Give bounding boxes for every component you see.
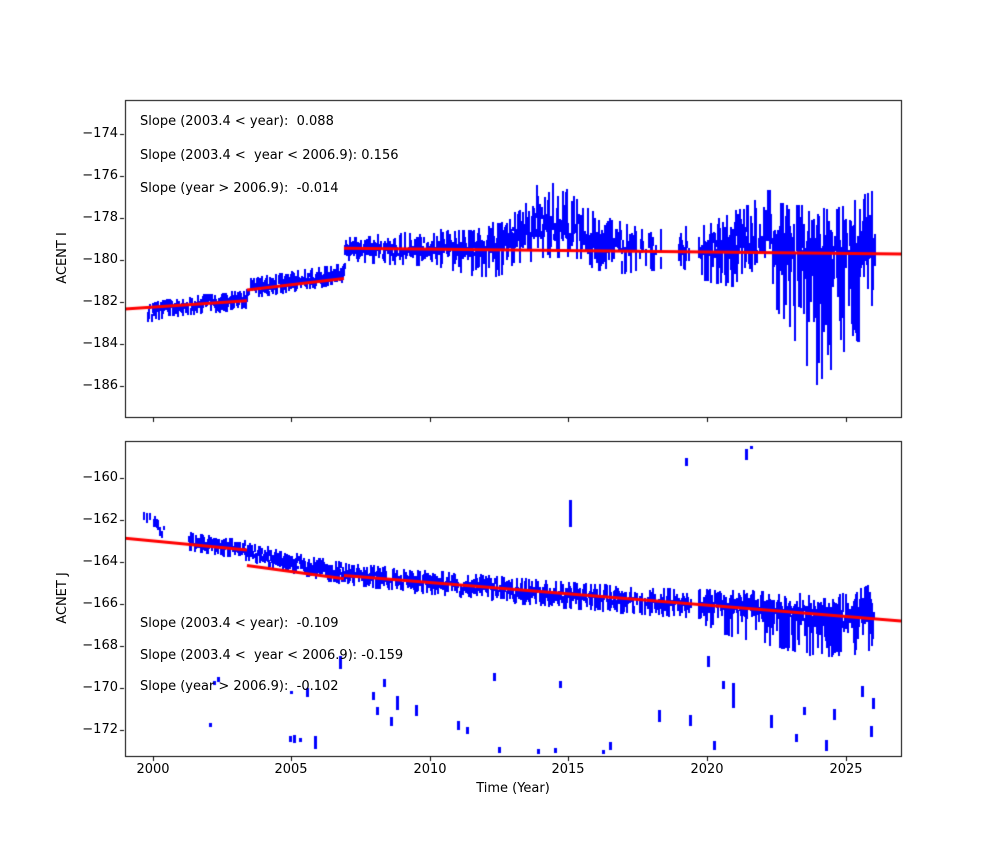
xtick-label: 2005	[274, 762, 308, 777]
ytick-label: −168	[82, 638, 118, 653]
y-axis-label-bottom: ACNET J	[55, 572, 70, 624]
bottom-plot-annotation-1: Slope (2003.4 < year): -0.109	[140, 616, 339, 631]
ytick-label: −186	[82, 378, 118, 393]
bottom-plot-annotation-2: Slope (2003.4 < year < 2006.9): -0.159	[140, 648, 404, 663]
bottom-plot-annotation-3: Slope (year > 2006.9): -0.102	[140, 679, 339, 694]
xtick-label: 2015	[551, 762, 585, 777]
top-plot-annotation-1: Slope (2003.4 < year): 0.088	[140, 114, 334, 129]
xtick-label: 2020	[690, 762, 724, 777]
x-axis-label: Time (Year)	[476, 781, 550, 796]
top-plot-annotation-2: Slope (2003.4 < year < 2006.9): 0.156	[140, 148, 399, 163]
ytick-label: −162	[82, 512, 118, 527]
y-axis-label-top: ACENT I	[55, 232, 70, 284]
ytick-label: −174	[82, 126, 118, 141]
ytick-label: −164	[82, 554, 118, 569]
ytick-label: −166	[82, 596, 118, 611]
ytick-label: −184	[82, 336, 118, 351]
ytick-label: −182	[82, 294, 118, 309]
xtick-label: 2000	[136, 762, 170, 777]
ytick-label: −178	[82, 210, 118, 225]
xtick-label: 2010	[413, 762, 447, 777]
xtick-label: 2025	[829, 762, 863, 777]
ytick-label: −176	[82, 168, 118, 183]
ytick-label: −170	[82, 680, 118, 695]
top-plot-annotation-3: Slope (year > 2006.9): -0.014	[140, 181, 339, 196]
ytick-label: −160	[82, 470, 118, 485]
ytick-label: −172	[82, 722, 118, 737]
ytick-label: −180	[82, 252, 118, 267]
